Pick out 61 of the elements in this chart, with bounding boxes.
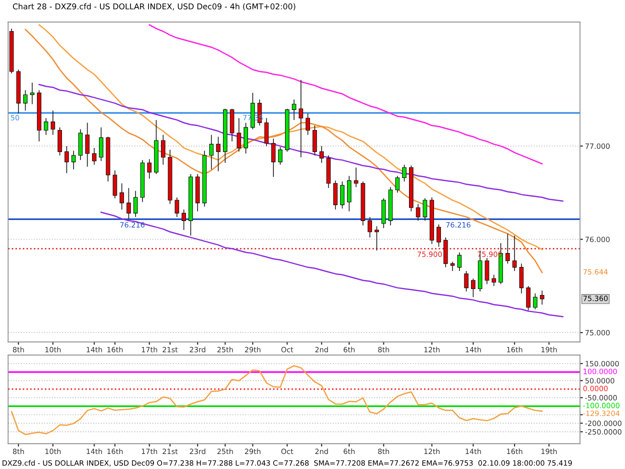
candlestick	[416, 203, 420, 222]
candlestick	[112, 170, 118, 199]
candlestick	[120, 182, 124, 210]
candlestick	[492, 274, 496, 286]
candlestick	[160, 134, 166, 166]
candlestick	[306, 113, 310, 136]
candlestick	[174, 196, 180, 218]
candlestick	[395, 175, 400, 194]
candlestick	[436, 224, 441, 248]
line-series	[10, 365, 543, 436]
candlestick	[71, 150, 76, 170]
candlestick	[50, 110, 56, 136]
candlestick	[402, 164, 406, 182]
candlestick	[443, 237, 448, 268]
candlestick	[457, 252, 462, 272]
candlestick	[368, 216, 372, 238]
candlestick	[450, 261, 455, 272]
candlestick	[354, 167, 358, 188]
candlestick	[333, 180, 338, 210]
candlestick	[484, 258, 490, 285]
candlestick	[230, 108, 234, 142]
candlestick	[92, 148, 96, 166]
candlestick	[98, 127, 104, 162]
candlestick	[78, 128, 83, 160]
candlestick	[85, 122, 90, 168]
line-series	[148, 24, 543, 164]
candlestick	[58, 127, 62, 156]
candlestick	[512, 235, 517, 272]
candlestick	[133, 190, 138, 218]
candlestick	[471, 278, 476, 298]
candlestick	[264, 118, 269, 146]
candlestick	[244, 122, 248, 154]
candlestick	[278, 146, 282, 166]
candlestick	[312, 125, 317, 156]
candlestick	[381, 198, 386, 229]
line-series	[38, 84, 564, 202]
candlestick	[30, 82, 34, 105]
candlestick	[298, 79, 304, 158]
candlestick	[340, 181, 344, 209]
candlestick	[23, 90, 28, 112]
candlestick	[209, 134, 214, 170]
candlestick	[540, 290, 544, 306]
candlestick	[236, 118, 242, 152]
line-series	[100, 212, 564, 318]
candlestick	[44, 118, 48, 136]
candlestick	[519, 263, 524, 294]
candlestick	[347, 175, 352, 212]
candlestick	[182, 209, 186, 230]
candlestick	[533, 292, 538, 310]
candlestick	[526, 286, 530, 311]
candlestick	[319, 146, 324, 164]
candlestick	[422, 198, 428, 222]
candlestick	[271, 138, 276, 178]
candlestick	[64, 146, 69, 174]
candlestick	[505, 233, 510, 264]
candlestick	[292, 99, 296, 120]
candlestick	[147, 158, 152, 180]
candlestick	[216, 136, 220, 172]
candlestick	[374, 226, 379, 251]
candlestick	[126, 188, 131, 220]
candlestick	[464, 270, 468, 292]
